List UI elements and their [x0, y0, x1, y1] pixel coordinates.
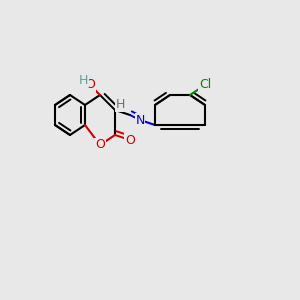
Text: N: N [135, 113, 145, 127]
Text: Cl: Cl [199, 79, 211, 92]
Text: H: H [79, 74, 88, 86]
Text: O: O [125, 134, 135, 146]
Text: H: H [115, 98, 125, 112]
Text: O: O [85, 79, 95, 92]
Text: O: O [95, 139, 105, 152]
